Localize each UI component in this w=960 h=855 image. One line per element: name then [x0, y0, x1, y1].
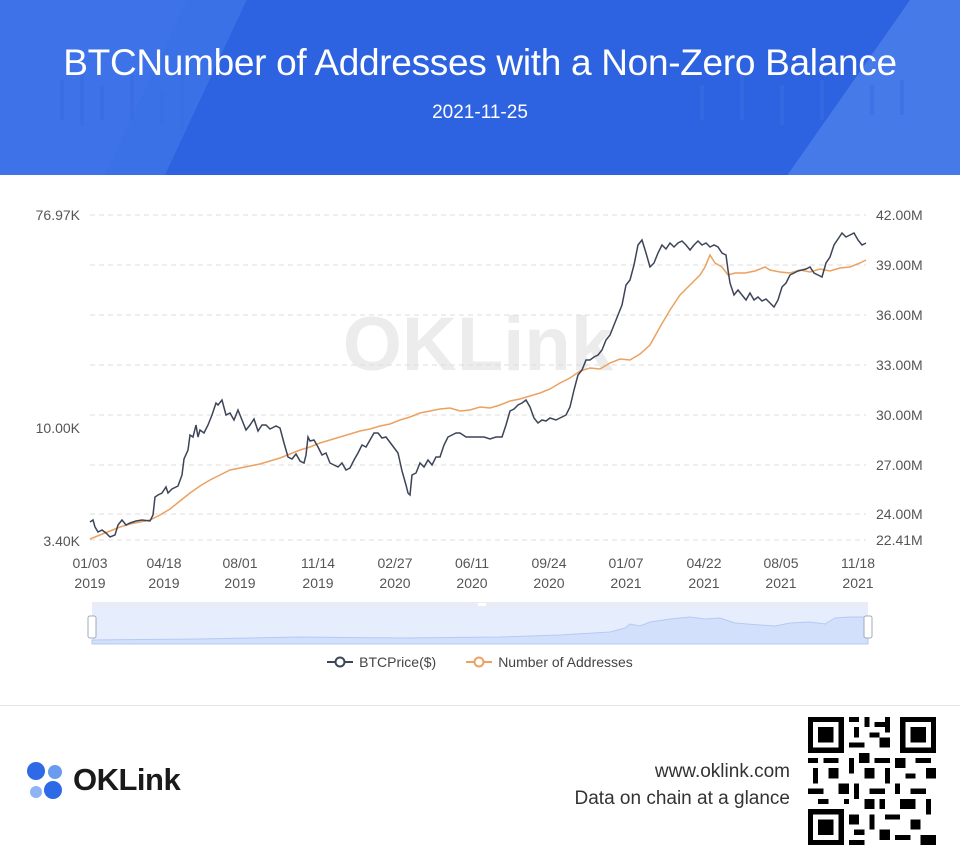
footer-url: www.oklink.com: [654, 761, 790, 782]
zoom-preview-area: [91, 616, 869, 645]
oklink-logo-icon: [27, 762, 62, 799]
x-axis-tick: 01/07 2021: [608, 555, 644, 591]
right-axis-tick: 33.00M: [876, 357, 923, 373]
x-axis-tick: 09/24 2020: [531, 555, 567, 591]
right-axis-tick: 39.00M: [876, 257, 923, 273]
chart-area: OKLink 76.97K 10.00K 3.40K 42.00M 39.00M…: [0, 175, 960, 705]
header-banner: BTCNumber of Addresses with a Non-Zero B…: [0, 0, 960, 175]
left-axis-tick: 76.97K: [36, 207, 81, 223]
addresses-line: [89, 253, 867, 540]
footer-slogan: Data on chain at a glance: [574, 788, 791, 809]
right-axis-tick: 30.00M: [876, 407, 923, 423]
report-date: 2021-11-25: [432, 102, 528, 123]
x-axis-tick: 11/18 2021: [841, 555, 875, 591]
x-axis-tick: 02/27 2020: [377, 555, 413, 591]
grid-lines: [90, 214, 866, 541]
right-axis-tick: 42.00M: [876, 207, 923, 223]
chart-legend: BTCPrice($) Number of Addresses: [0, 654, 960, 670]
decor-bars: [60, 70, 904, 130]
footer-divider: [0, 705, 960, 706]
legend-line-marker-icon: [466, 656, 493, 668]
data-zoom-slider[interactable]: [0, 600, 960, 650]
qr-code: [808, 717, 936, 845]
right-axis-tick: 24.00M: [876, 506, 923, 522]
legend-item-addresses[interactable]: Number of Addresses: [466, 654, 633, 670]
right-axis-tick: 27.00M: [876, 457, 923, 473]
x-axis-tick: 08/05 2021: [763, 555, 799, 591]
x-axis-tick: 11/14 2019: [301, 555, 335, 591]
price-line: [89, 231, 867, 538]
legend-label: BTCPrice($): [359, 654, 437, 670]
legend-label: Number of Addresses: [498, 654, 633, 670]
watermark: OKLink: [343, 302, 614, 387]
x-axis-tick: 08/01 2019: [222, 555, 258, 591]
oklink-logo: OKLink: [25, 760, 181, 800]
left-axis-tick: 10.00K: [36, 420, 81, 436]
chart-plot: OKLink 76.97K 10.00K 3.40K 42.00M 39.00M…: [36, 207, 923, 549]
zoom-right-handle[interactable]: [863, 615, 873, 639]
zoom-left-handle[interactable]: [87, 615, 97, 639]
zoom-move-handle[interactable]: [478, 603, 486, 606]
right-axis-tick: 36.00M: [876, 307, 923, 323]
logo-text: OKLink: [73, 762, 181, 797]
x-axis-tick: 04/22 2021: [686, 555, 722, 591]
x-axis-tick: 01/03 2019: [72, 555, 108, 591]
legend-item-price[interactable]: BTCPrice($): [327, 654, 436, 670]
x-axis-tick: 04/18 2019: [146, 555, 182, 591]
legend-line-marker-icon: [327, 656, 354, 668]
footer-tagline: www.oklink.com Data on chain at a glance: [575, 758, 791, 812]
page-title: BTCNumber of Addresses with a Non-Zero B…: [63, 42, 897, 83]
x-axis-tick: 06/11 2020: [455, 555, 489, 591]
left-axis-tick: 3.40K: [43, 533, 80, 549]
right-axis-tick: 22.41M: [876, 532, 923, 548]
